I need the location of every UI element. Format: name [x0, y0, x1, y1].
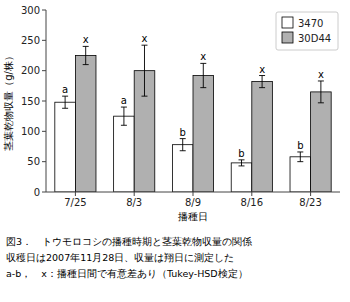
- x-tick: [134, 192, 135, 196]
- legend: 3470 30D44: [276, 12, 338, 50]
- x-tick: [193, 192, 194, 196]
- y-tick: [42, 10, 46, 11]
- legend-label: 30D44: [298, 33, 331, 44]
- error-bar: [200, 63, 206, 87]
- y-tick: [42, 70, 46, 71]
- bar: [55, 102, 76, 192]
- bars: [55, 56, 331, 193]
- caption: 図3． トウモロコシの播種時期と茎葉乾物収量の関係収穫日は2007年11月28日…: [6, 236, 252, 279]
- bar: [114, 116, 135, 192]
- significance-label: x: [83, 34, 89, 45]
- error-bar: [121, 107, 127, 125]
- x-tick-label: 8/23: [299, 197, 321, 208]
- significance-label: x: [318, 69, 324, 80]
- y-tick-label: 300: [21, 5, 40, 16]
- x-tick: [310, 192, 311, 196]
- bar: [193, 76, 214, 192]
- y-tick-label: 250: [21, 35, 40, 46]
- y-tick-label: 50: [27, 156, 40, 167]
- x-tick-label: 7/25: [64, 197, 86, 208]
- y-axis-label: 茎葉乾物収量（g/株）: [3, 51, 14, 151]
- legend-swatch: [282, 32, 293, 43]
- legend-label: 3470: [298, 18, 323, 29]
- y-tick: [42, 131, 46, 132]
- significance-label: a: [62, 84, 68, 95]
- error-bars: [62, 45, 324, 166]
- y-tick-label: 100: [21, 126, 40, 137]
- error-bar: [141, 45, 147, 96]
- significance-label: b: [297, 140, 303, 151]
- y-tick-label: 150: [21, 96, 40, 107]
- x-tick-label: 8/3: [126, 197, 142, 208]
- caption-line: 図3． トウモロコシの播種時期と茎葉乾物収量の関係: [6, 236, 252, 247]
- y-tick: [42, 40, 46, 41]
- caption-line: 収穫日は2007年11月28日、収量は翔日に測定した: [6, 252, 234, 263]
- x-tick-label: 8/9: [185, 197, 201, 208]
- error-bar: [239, 160, 245, 166]
- error-bar: [259, 76, 265, 88]
- error-bar: [297, 152, 303, 162]
- error-bar: [180, 139, 186, 151]
- y-tick-label: 200: [21, 65, 40, 76]
- y-tick: [42, 161, 46, 162]
- y-tick-label: 0: [34, 187, 40, 198]
- bar: [311, 92, 332, 192]
- bar: [252, 82, 273, 192]
- y-tick: [42, 192, 46, 193]
- error-bar: [62, 96, 68, 108]
- significance-label: b: [238, 148, 244, 159]
- significance-label: x: [200, 51, 206, 62]
- bar: [75, 56, 96, 193]
- legend-box: [276, 12, 338, 50]
- caption-line: a-b， x：播種日間で有意差あり（Tukey-HSD検定）: [6, 268, 248, 279]
- significance-label: x: [142, 33, 148, 44]
- significance-labels: a a b b b x x x x x: [62, 33, 324, 159]
- chart: 0 50 100 150 200 250 300 a a b b b x x x x x 7/25 8/3 8/9 8/…: [0, 0, 350, 302]
- x-axis: 7/25 8/3 8/9 8/16 8/23: [46, 192, 340, 208]
- bar: [172, 145, 193, 192]
- significance-label: a: [121, 95, 127, 106]
- bar: [231, 163, 252, 192]
- error-bar: [318, 81, 324, 103]
- x-tick: [251, 192, 252, 196]
- error-bar: [83, 46, 89, 64]
- significance-label: x: [259, 64, 265, 75]
- legend-swatch: [282, 17, 293, 28]
- y-tick: [42, 101, 46, 102]
- x-tick: [75, 192, 76, 196]
- x-axis-label: 播種日: [178, 211, 208, 222]
- significance-label: b: [180, 127, 186, 138]
- x-tick-label: 8/16: [241, 197, 263, 208]
- y-axis: 0 50 100 150 200 250 300: [21, 5, 46, 198]
- y-axis-line: [46, 10, 47, 192]
